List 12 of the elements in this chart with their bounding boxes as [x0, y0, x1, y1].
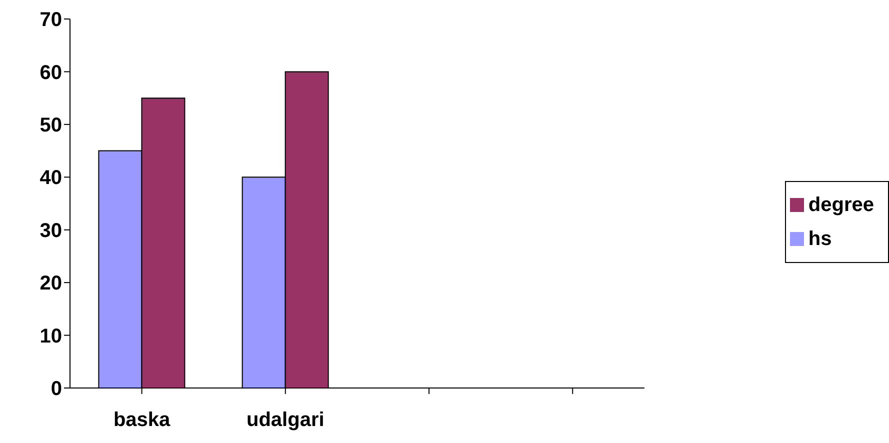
- y-tick-label: 50: [40, 114, 62, 137]
- y-tick-label: 0: [50, 378, 62, 400]
- y-tick-label: 20: [40, 272, 62, 295]
- legend-label: degree: [808, 194, 874, 216]
- x-tick-label: baska: [113, 409, 172, 432]
- y-tick-label: 30: [40, 220, 62, 242]
- y-tick-label: 40: [40, 167, 62, 190]
- y-tick-label: 10: [40, 325, 62, 348]
- legend-label: hs: [808, 228, 832, 250]
- y-tick-label: 60: [40, 62, 62, 84]
- x-tick-label: udalgari: [246, 409, 324, 432]
- y-tick-label: 70: [40, 9, 62, 32]
